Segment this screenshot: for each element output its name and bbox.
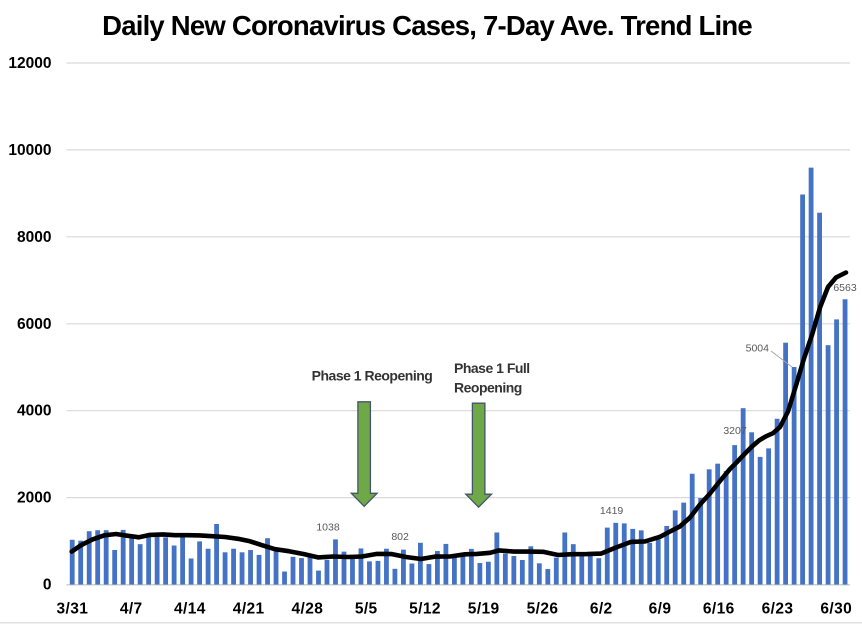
svg-text:6/23: 6/23 xyxy=(762,601,794,618)
svg-text:6000: 6000 xyxy=(17,316,51,333)
svg-text:6/30: 6/30 xyxy=(820,601,852,618)
svg-text:6563: 6563 xyxy=(833,282,857,294)
svg-text:3207: 3207 xyxy=(723,425,747,437)
svg-text:12000: 12000 xyxy=(8,55,51,72)
svg-text:1038: 1038 xyxy=(316,522,340,534)
svg-text:4/28: 4/28 xyxy=(292,601,324,618)
svg-text:802: 802 xyxy=(391,531,409,543)
svg-text:0: 0 xyxy=(43,577,52,594)
svg-text:5/26: 5/26 xyxy=(527,601,559,618)
svg-text:4000: 4000 xyxy=(17,403,51,420)
svg-text:4/7: 4/7 xyxy=(120,601,143,618)
svg-text:6/9: 6/9 xyxy=(649,601,672,618)
svg-text:5/19: 5/19 xyxy=(468,601,500,618)
svg-text:8000: 8000 xyxy=(17,229,51,246)
svg-text:10000: 10000 xyxy=(8,142,51,159)
svg-text:Phase 1 Full: Phase 1 Full xyxy=(454,360,530,376)
svg-text:4/14: 4/14 xyxy=(174,601,206,618)
svg-text:5004: 5004 xyxy=(746,342,770,354)
svg-text:5/5: 5/5 xyxy=(355,601,378,618)
svg-text:1419: 1419 xyxy=(600,505,624,517)
svg-text:Reopening: Reopening xyxy=(454,379,522,395)
svg-text:4/21: 4/21 xyxy=(233,601,265,618)
svg-text:2000: 2000 xyxy=(17,490,51,507)
svg-text:Phase 1 Reopening: Phase 1 Reopening xyxy=(312,368,433,384)
svg-text:6/2: 6/2 xyxy=(590,601,613,618)
svg-text:Daily New Coronavirus Cases, 7: Daily New Coronavirus Cases, 7-Day Ave. … xyxy=(102,10,752,41)
svg-text:3/31: 3/31 xyxy=(57,601,89,618)
svg-text:5/12: 5/12 xyxy=(409,601,441,618)
svg-text:6/16: 6/16 xyxy=(703,601,735,618)
